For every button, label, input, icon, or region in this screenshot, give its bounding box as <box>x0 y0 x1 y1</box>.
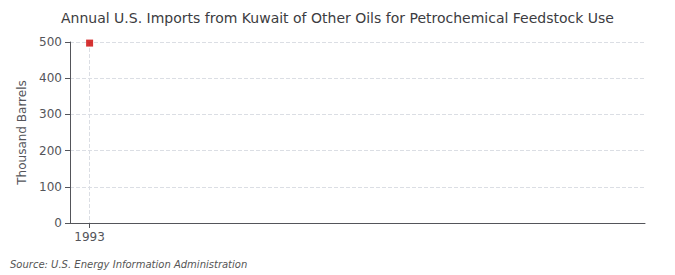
svg-text:300: 300 <box>39 107 62 121</box>
svg-text:1993: 1993 <box>74 230 105 244</box>
svg-text:500: 500 <box>39 35 62 49</box>
svg-text:400: 400 <box>39 71 62 85</box>
svg-text:0: 0 <box>54 216 62 230</box>
svg-text:Thousand Barrels: Thousand Barrels <box>15 80 29 185</box>
svg-text:Source: U.S. Energy Informatio: Source: U.S. Energy Information Administ… <box>10 259 247 270</box>
svg-text:100: 100 <box>39 180 62 194</box>
svg-text:200: 200 <box>39 144 62 158</box>
svg-text:Annual U.S. Imports from Kuwai: Annual U.S. Imports from Kuwait of Other… <box>61 10 614 26</box>
